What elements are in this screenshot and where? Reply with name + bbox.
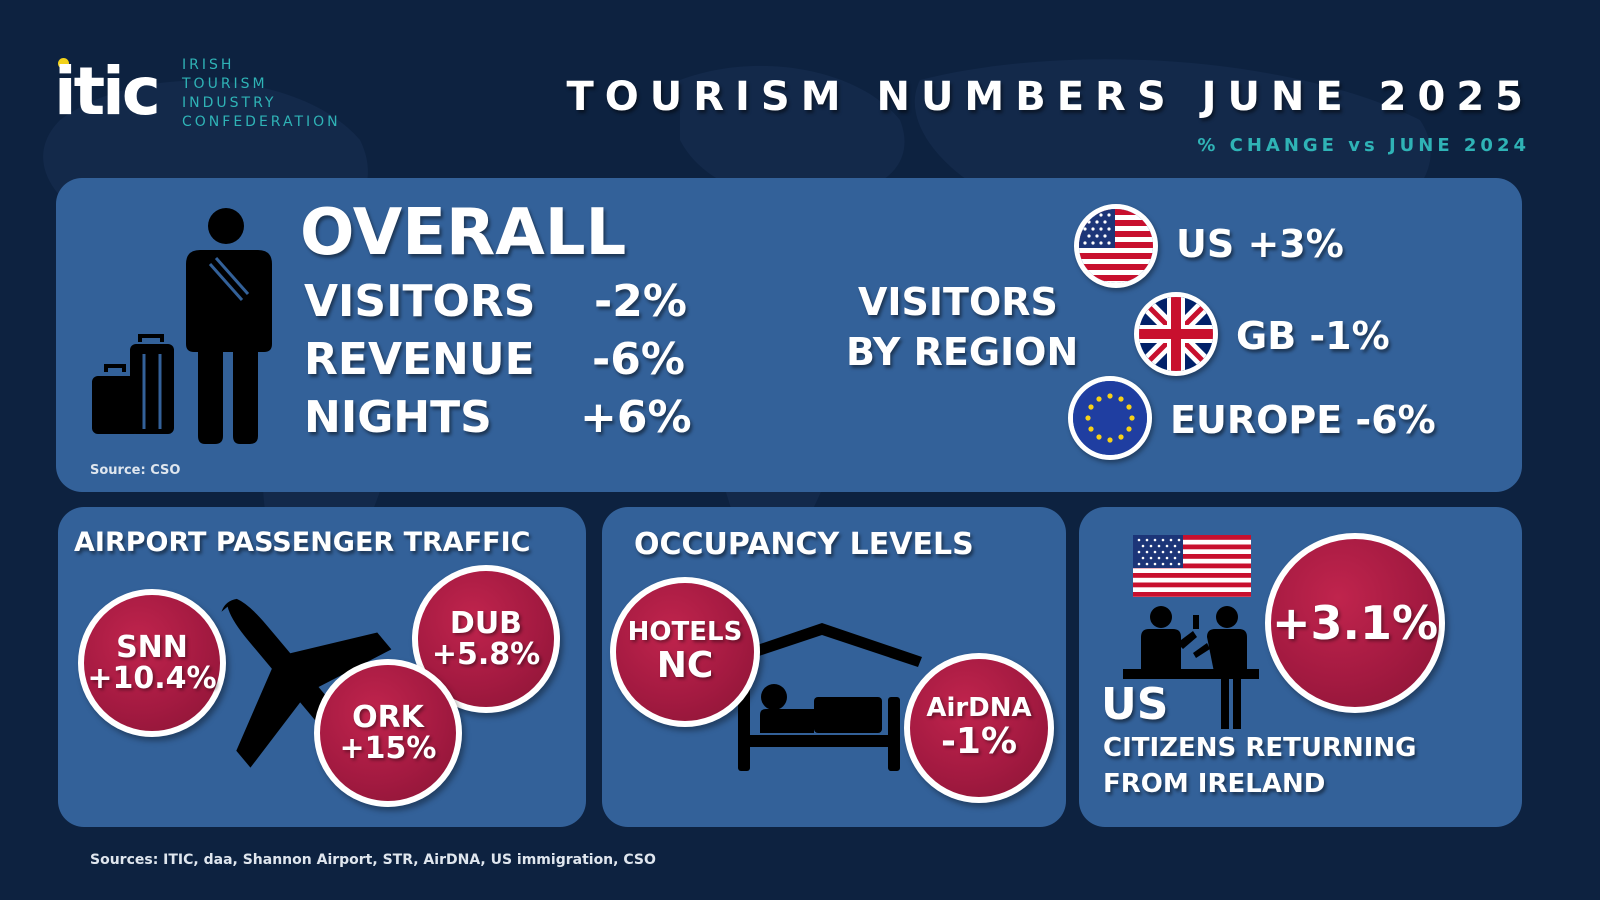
traveller-with-luggage-icon [92,208,272,444]
us-citizens-label-big: US [1101,679,1169,730]
logo-line: TOURISM [182,76,268,92]
overall-panel: OVERALL VISITORS -2% REVENUE -6% NIGHTS … [56,178,1522,492]
dub-bubble: DUB +5.8% [412,565,560,713]
us-citizens-panel: +3.1% US CITIZENS RETURNING FROM IRELAND [1079,507,1522,827]
us-citizens-bubble: +3.1% [1265,533,1445,713]
overall-row-value: -2% [594,276,687,327]
region-heading-line2: BY REGION [846,330,1079,374]
bubble-value: +10.4% [87,661,217,696]
itic-logo: itic IRISH TOURISM INDUSTRY CONFEDERATIO… [54,52,374,132]
logo-line: IRISH [182,57,235,73]
us-citizens-value: +3.1% [1271,595,1439,650]
overall-row-label: REVENUE [304,334,535,385]
overall-heading: OVERALL [300,196,627,270]
logo-line: INDUSTRY [182,95,277,111]
ork-bubble: ORK +15% [314,659,462,807]
bubble-code: ORK [352,699,424,735]
bubble-code: SNN [116,629,188,665]
immigration-desk-icon [1123,606,1259,729]
overall-row-value: -6% [592,334,685,385]
footer-sources: Sources: ITIC, daa, Shannon Airport, STR… [90,852,656,868]
airport-heading: AIRPORT PASSENGER TRAFFIC [74,527,531,558]
airdna-line2: -1% [940,720,1018,762]
snn-bubble: SNN +10.4% [78,589,226,737]
bed-icon [722,623,922,771]
occupancy-heading: OCCUPANCY LEVELS [634,527,974,562]
airdna-bubble: AirDNA -1% [904,653,1054,803]
uk-flag-icon [1134,292,1218,376]
airdna-line1: AirDNA [926,693,1032,724]
hotels-bubble: HOTELS NC [610,577,760,727]
occupancy-panel: OCCUPANCY LEVELS HOTELS NC AirDNA -1% [602,507,1066,827]
logo-line: CONFEDERATION [182,114,341,130]
logo-mark: itic [54,53,161,130]
us-flag-icon [1133,535,1251,597]
region-item-gb: GB -1% [1236,314,1390,358]
us-flag-icon [1074,204,1158,288]
eu-flag-icon [1068,376,1152,460]
overall-row-label: VISITORS [304,276,536,327]
overall-row-label: NIGHTS [304,392,492,443]
overall-row-value: +6% [580,392,692,443]
hotels-line2: NC [656,644,714,686]
page-subtitle: % CHANGE vs JUNE 2024 [1197,135,1530,156]
bubble-value: +15% [339,731,437,766]
logo-dot-icon [58,58,69,69]
hotels-line1: HOTELS [627,617,743,648]
region-item-us: US +3% [1176,222,1344,266]
us-citizens-label-line2: FROM IRELAND [1103,769,1326,799]
bubble-code: DUB [449,605,523,641]
airport-panel: AIRPORT PASSENGER TRAFFIC SNN +10.4% DUB… [58,507,586,827]
bubble-value: +5.8% [431,637,541,672]
logo-text: IRISH TOURISM INDUSTRY CONFEDERATION [182,56,341,132]
region-heading-line1: VISITORS [858,280,1058,324]
region-item-europe: EUROPE -6% [1170,398,1436,442]
us-citizens-label-line1: CITIZENS RETURNING [1103,733,1417,763]
overall-source: Source: CSO [90,463,181,478]
page-title: TOURISM NUMBERS JUNE 2025 [566,74,1534,120]
